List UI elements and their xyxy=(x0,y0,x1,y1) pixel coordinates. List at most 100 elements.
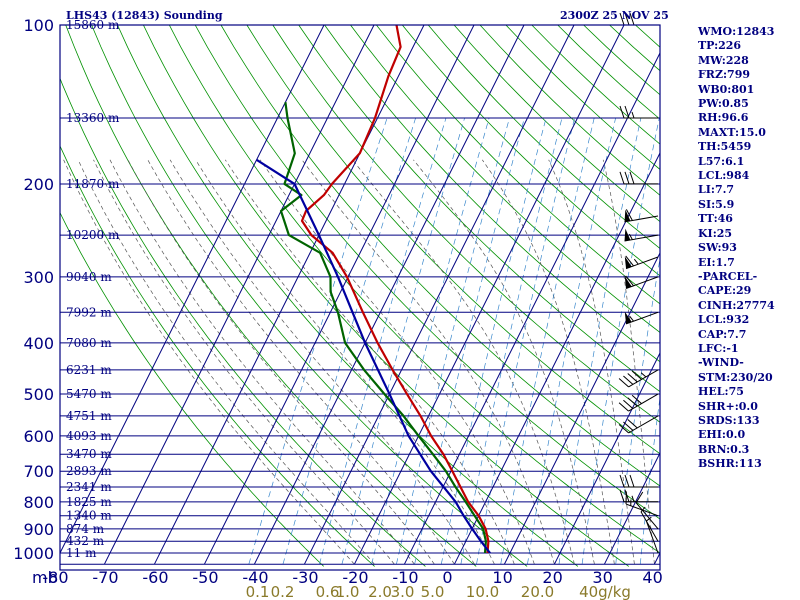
index-line: FRZ:799 xyxy=(698,68,751,82)
height-label: 2893 m xyxy=(66,464,112,478)
temperature-tick-label: -60 xyxy=(142,568,168,587)
wind-barb-half-flag xyxy=(633,258,639,265)
index-line: CAPE:29 xyxy=(698,284,752,298)
mixing-ratio-label: 20.0 xyxy=(521,583,554,600)
index-line: CINH:27774 xyxy=(698,298,775,312)
temperature-tick-label: -10 xyxy=(392,568,418,587)
isotherm-line xyxy=(303,25,575,565)
wind-barb-flag xyxy=(625,209,633,221)
wind-barb-flag xyxy=(624,105,630,119)
plot-frame xyxy=(59,24,661,571)
wind-barb xyxy=(619,489,658,503)
moist-adiabat-line xyxy=(77,159,375,565)
dry-adiabat-line xyxy=(220,25,660,487)
index-line: WMO:12843 xyxy=(698,25,775,38)
wind-barb-pennant xyxy=(624,276,632,289)
pressure-tick-label: 400 xyxy=(23,334,54,353)
wind-barb xyxy=(619,171,658,185)
wind-barb xyxy=(624,311,659,325)
isotherm-line xyxy=(203,25,475,565)
wind-barb-flag xyxy=(625,491,627,505)
dry-adiabat-line xyxy=(60,145,375,567)
wind-barb xyxy=(645,516,659,554)
wind-barb-flag xyxy=(618,402,629,412)
mixing-ratio-label: 0.1 xyxy=(246,583,270,600)
temperature-tick-label: 30 xyxy=(592,568,612,587)
wind-barb xyxy=(624,275,659,289)
dry-adiabat-line xyxy=(272,25,660,423)
pressure-tick-label: 300 xyxy=(23,268,54,287)
wind-barb-half-flag xyxy=(628,233,633,240)
wind-barb-flag xyxy=(631,370,642,380)
wind-barb-pennant xyxy=(624,209,631,222)
index-line: STM:230/20 xyxy=(698,370,773,384)
temperature-tick-label: 0 xyxy=(442,568,452,587)
moist-adiabat-line xyxy=(225,159,515,565)
mixing-ratio-line xyxy=(558,117,642,565)
wind-barb-flag xyxy=(619,489,625,502)
wind-barb xyxy=(625,491,659,517)
index-line: L57:6.1 xyxy=(698,154,745,168)
index-line: SHR+:0.0 xyxy=(698,399,758,413)
height-label: 1825 m xyxy=(66,495,112,509)
wind-barb-pennant xyxy=(624,311,632,324)
moist-adiabat-line xyxy=(413,159,595,565)
wind-barb-flag xyxy=(624,171,630,185)
index-line: -PARCEL- xyxy=(698,269,758,283)
moist-adiabat-line xyxy=(169,159,475,565)
wind-barb xyxy=(624,228,659,242)
temperature-profile xyxy=(300,25,490,554)
isotherm-line xyxy=(553,351,660,565)
index-line: LI:7.7 xyxy=(698,183,735,197)
index-line: EI:1.7 xyxy=(698,255,735,269)
mixing-ratio-line xyxy=(460,117,563,565)
temperature-tick-label: -70 xyxy=(92,568,118,587)
height-label: 1340 m xyxy=(66,509,112,523)
wind-barb-flag xyxy=(625,275,634,287)
height-label: 2341 m xyxy=(66,480,112,494)
wind-barb-half-flag xyxy=(631,111,635,119)
wind-barb-flag xyxy=(629,171,635,185)
wind-barb-flag xyxy=(624,474,630,488)
wind-barb xyxy=(618,393,659,412)
index-line: -WIND- xyxy=(698,356,744,370)
index-line: KI:25 xyxy=(698,226,733,240)
moist-adiabat-line xyxy=(127,159,435,565)
index-line: TT:46 xyxy=(698,212,733,226)
isotherm-line xyxy=(103,25,375,565)
height-label: 7992 m xyxy=(66,305,112,319)
moist-adiabat-line xyxy=(301,159,555,565)
height-label: 432 m xyxy=(66,534,105,548)
wind-barb-flag xyxy=(631,394,642,404)
isotherm-line xyxy=(503,251,660,565)
wind-barb xyxy=(624,255,659,270)
mixing-ratio-lines xyxy=(248,117,660,565)
temperature-tick-label: 20 xyxy=(542,568,562,587)
index-line: PW:0.85 xyxy=(698,97,749,111)
pressure-tick-label: 600 xyxy=(23,427,54,446)
pressure-unit-label: mb xyxy=(32,568,58,587)
mixing-ratio-label: 10.0 xyxy=(466,583,499,600)
height-label: 3470 m xyxy=(66,447,112,461)
wind-barb-flag xyxy=(627,419,638,429)
wind-barb-pennant xyxy=(624,256,632,269)
wind-barb-flag xyxy=(619,12,625,26)
index-line: TH:5459 xyxy=(698,140,752,154)
moist-adiabat-line xyxy=(109,159,415,565)
height-label: 4751 m xyxy=(66,409,112,423)
wind-barb-pennant xyxy=(624,228,631,242)
mixing-ratio-label: 5.0 xyxy=(421,583,445,600)
wind-barb xyxy=(619,105,658,119)
temperature-tick-label: -20 xyxy=(342,568,368,587)
dry-adiabat-line xyxy=(142,25,630,567)
wind-barb-half-flag xyxy=(640,372,647,378)
dry-adiabat-line xyxy=(350,25,660,333)
wind-barb xyxy=(618,369,659,388)
temperature-tick-label: -40 xyxy=(242,568,268,587)
wind-barb-staff xyxy=(645,520,659,554)
moist-adiabat-line xyxy=(195,159,495,565)
moist-adiabat-line xyxy=(482,159,615,565)
index-line: WB0:801 xyxy=(698,82,755,96)
index-line: LCL:984 xyxy=(698,169,750,183)
